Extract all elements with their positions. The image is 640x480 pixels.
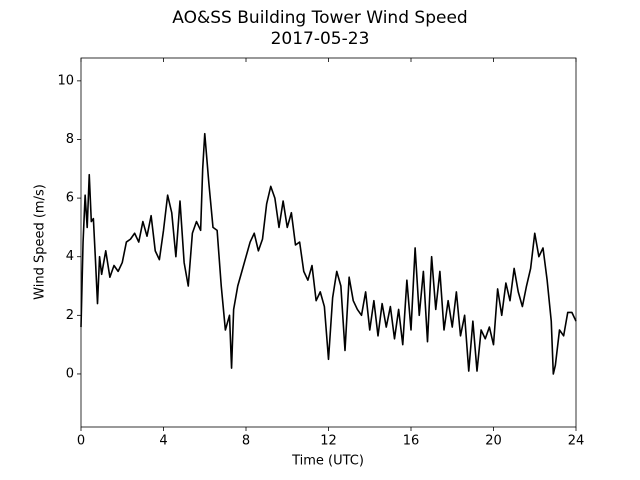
y-tick-label: 10 [57,73,74,88]
x-tick-label: 20 [485,434,502,449]
y-tick-label: 2 [66,308,74,323]
y-tick-label: 8 [66,132,74,147]
y-tick-label: 6 [66,191,74,206]
plot-frame [80,57,577,428]
chart-title: AO&SS Building Tower Wind Speed [172,8,467,28]
x-tick-label: 0 [77,434,85,449]
data-line [80,132,577,375]
x-axis-label: Time (UTC) [291,454,364,469]
y-tick-label: 4 [66,249,74,264]
y-tick-label: 0 [66,366,74,381]
y-axis-label: Wind Speed (m/s) [33,184,48,300]
x-tick-label: 16 [403,434,420,449]
x-tick-label: 4 [159,434,167,449]
x-tick-label: 12 [320,434,337,449]
x-tick-label: 8 [242,434,250,449]
chart-subtitle: 2017-05-23 [271,29,370,49]
x-tick-label: 24 [568,434,585,449]
